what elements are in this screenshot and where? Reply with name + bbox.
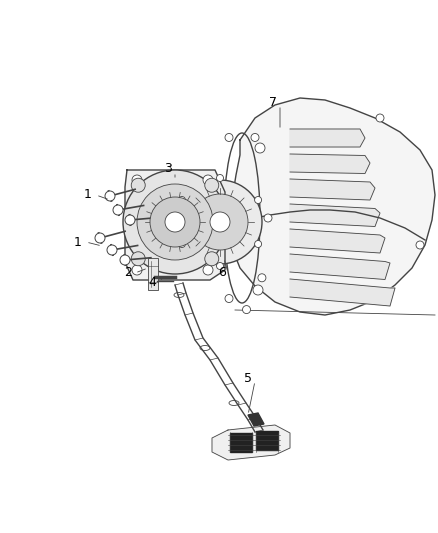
Circle shape (254, 240, 261, 247)
Polygon shape (125, 170, 225, 280)
Polygon shape (290, 204, 380, 227)
Text: 1: 1 (74, 236, 82, 248)
Circle shape (178, 240, 185, 247)
Polygon shape (290, 179, 375, 200)
Polygon shape (290, 154, 370, 174)
Polygon shape (230, 433, 252, 452)
Circle shape (216, 174, 223, 182)
Circle shape (125, 215, 135, 225)
Circle shape (214, 182, 222, 190)
Text: 7: 7 (269, 95, 277, 109)
Circle shape (123, 170, 227, 274)
Circle shape (150, 197, 200, 247)
Circle shape (95, 233, 105, 243)
Text: 4: 4 (148, 276, 156, 288)
Circle shape (264, 214, 272, 222)
Text: 3: 3 (164, 161, 172, 174)
Circle shape (255, 143, 265, 153)
Circle shape (131, 252, 145, 266)
Text: 6: 6 (218, 266, 226, 279)
Circle shape (165, 212, 185, 232)
Polygon shape (290, 129, 365, 147)
Polygon shape (290, 279, 395, 306)
Circle shape (178, 197, 185, 204)
Circle shape (210, 212, 230, 232)
Circle shape (214, 246, 222, 254)
Circle shape (132, 175, 142, 185)
Polygon shape (248, 413, 264, 426)
Circle shape (178, 180, 262, 264)
Bar (148, 258, 158, 290)
Polygon shape (212, 425, 290, 460)
Circle shape (205, 178, 219, 192)
Circle shape (203, 175, 213, 185)
Polygon shape (290, 229, 385, 253)
Polygon shape (230, 98, 435, 315)
Circle shape (416, 241, 424, 249)
Circle shape (225, 295, 233, 303)
Circle shape (113, 205, 123, 215)
Circle shape (225, 133, 233, 141)
Circle shape (137, 184, 213, 260)
Circle shape (131, 178, 145, 192)
Circle shape (253, 285, 263, 295)
Circle shape (243, 305, 251, 313)
Circle shape (258, 274, 266, 282)
Circle shape (251, 133, 259, 141)
Circle shape (132, 265, 142, 275)
Circle shape (203, 265, 213, 275)
Circle shape (105, 191, 115, 201)
Circle shape (216, 262, 223, 270)
Circle shape (120, 255, 130, 265)
Text: 2: 2 (124, 266, 132, 279)
Circle shape (376, 114, 384, 122)
Circle shape (192, 194, 248, 250)
Circle shape (254, 197, 261, 204)
Circle shape (107, 245, 117, 255)
Text: 1: 1 (84, 189, 92, 201)
Polygon shape (256, 431, 278, 450)
Polygon shape (290, 254, 390, 279)
Circle shape (205, 252, 219, 266)
Text: 5: 5 (244, 372, 252, 384)
